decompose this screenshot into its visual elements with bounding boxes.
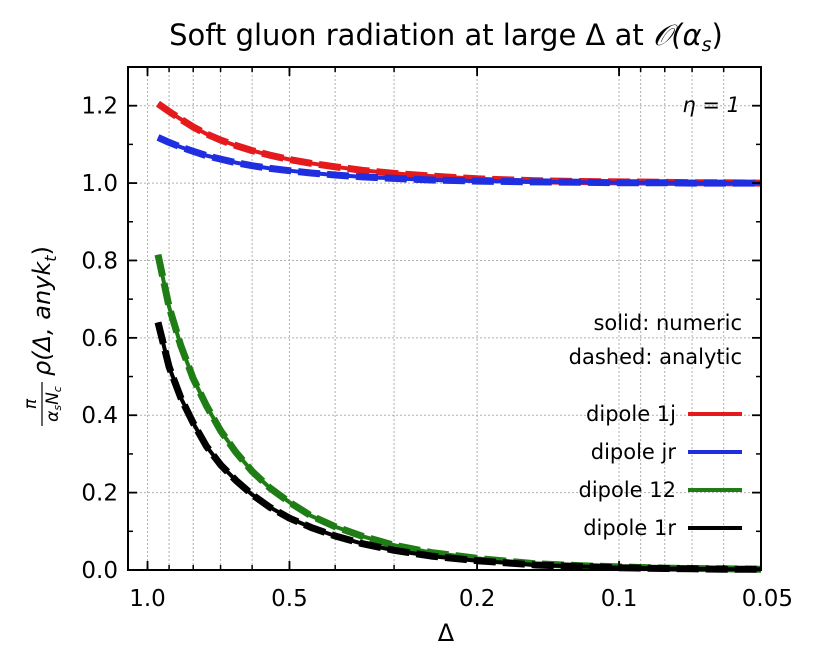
y-tick-label: 0.2 (81, 481, 118, 507)
y-tick-label: 1.2 (81, 94, 118, 120)
y-tick-label: 0.8 (81, 248, 118, 274)
y-tick-label: 1.0 (81, 171, 118, 197)
y-label-body: ρ(Δ, anykt) (28, 246, 60, 376)
x-tick-label: 0.2 (459, 586, 496, 612)
x-tick-label: 1.0 (129, 586, 166, 612)
style-note-solid: solid: numeric (593, 311, 742, 335)
series-line-numeric (156, 102, 762, 186)
series-line-analytic (154, 321, 761, 573)
legend-label: dipole 1j (586, 402, 676, 426)
x-tick-label: 0.05 (742, 586, 793, 612)
x-axis-label: Δ (438, 619, 455, 647)
y-tick-label: 0.4 (81, 403, 118, 429)
series-line-analytic (156, 100, 762, 187)
y-axis-label: π αsNc ρ(Δ, anykt) (21, 246, 64, 426)
series-layer (154, 100, 762, 573)
legend-label: dipole jr (591, 440, 677, 464)
legend-label: dipole 12 (579, 478, 677, 502)
style-note-dashed: dashed: analytic (569, 345, 742, 369)
y-tick-label: 0.6 (81, 326, 118, 352)
x-tick-label: 0.1 (601, 586, 638, 612)
ticks: 0.0 0.2 0.4 0.6 0.8 1.0 1.2 1.0 0.5 0.2 0.1 0.05 (81, 66, 793, 612)
chart-title: Soft gluon radiation at large Δ at 𝒪(αs) (169, 18, 723, 56)
legend: dipole 1j dipole jr dipole 12 dipole 1r (579, 402, 742, 540)
x-tick-label: 0.5 (271, 586, 308, 612)
series-line-analytic (156, 134, 761, 187)
plot-frame (127, 66, 762, 571)
y-label-frac-num: π (21, 398, 41, 409)
y-tick-label: 0.0 (81, 558, 118, 584)
legend-label: dipole 1r (583, 516, 676, 540)
y-label-frac-den: αsNc (43, 386, 64, 422)
eta-annotation: η = 1 (682, 93, 740, 117)
